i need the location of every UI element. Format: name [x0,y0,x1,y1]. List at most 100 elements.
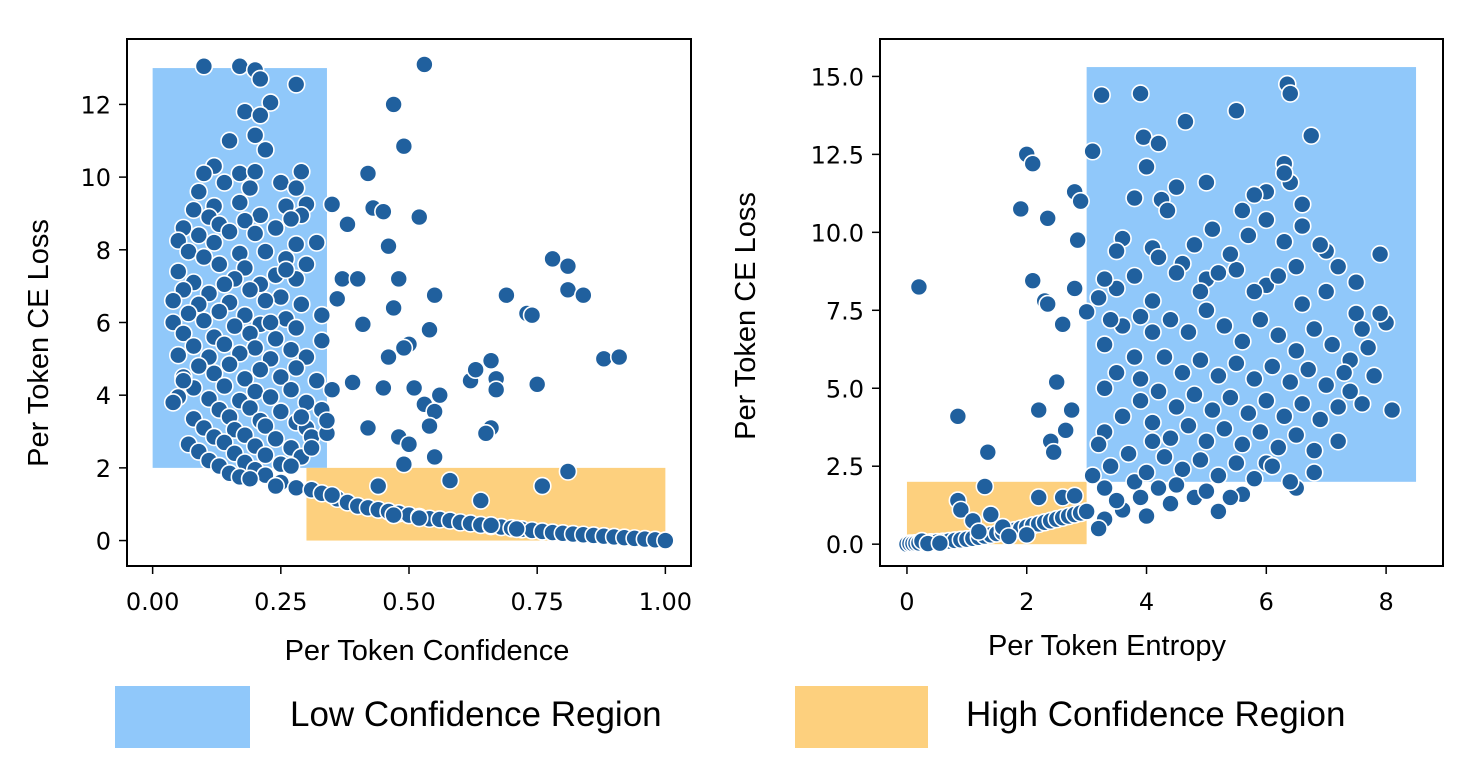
data-point [333,269,352,289]
x-tick-label: 0.50 [382,588,435,616]
data-point [1358,338,1378,358]
data-point [194,56,214,76]
data-point [1352,319,1372,339]
data-point [312,305,332,325]
data-point [292,162,311,181]
data-point [194,311,214,330]
data-point [507,519,526,539]
data-point [1233,435,1252,454]
data-point [1029,400,1049,420]
data-point [1304,441,1324,460]
data-point [1197,173,1216,192]
data-point [251,360,270,380]
data-point [975,477,995,496]
data-point [415,55,434,74]
data-point [1257,391,1276,411]
data-point [1346,272,1366,292]
data-point [204,364,224,383]
data-point [230,164,250,183]
data-point [322,195,342,214]
data-point [1203,219,1222,239]
data-point [184,200,203,220]
x-tick-label: 2 [1019,588,1034,616]
data-point [271,367,291,387]
data-point [1167,263,1186,283]
data-point [1068,230,1087,250]
data-point [394,136,414,156]
y-tick-label: 5.0 [826,375,864,403]
data-point [245,224,265,243]
data-point [1038,209,1058,228]
data-point [1167,177,1186,197]
data-point [1107,363,1126,382]
data-point [215,173,234,192]
data-point [1089,519,1108,538]
data-point [1274,232,1294,251]
data-point [215,334,234,354]
data-point [1095,269,1114,289]
legend-swatch-high-confidence [795,686,928,748]
data-point [1053,315,1072,334]
data-point [1203,400,1222,420]
y-tick-label: 10.0 [811,219,864,247]
data-point [466,360,485,380]
data-point [1316,375,1336,395]
data-point [1017,525,1037,545]
data-point [1215,316,1234,336]
data-point [394,338,414,358]
data-point [1131,307,1150,326]
data-point [184,336,203,356]
data-point [1245,369,1264,389]
data-point [1340,382,1360,401]
data-point [179,242,198,261]
data-point [497,285,516,305]
data-point [558,462,578,481]
data-point [353,315,373,334]
data-point [240,469,260,489]
data-point [1167,475,1186,495]
data-point [1137,157,1156,177]
data-point [1280,84,1300,103]
data-point [251,69,270,89]
data-point [389,269,409,289]
data-point [1185,385,1204,404]
data-point [1119,444,1138,464]
y-tick-label: 8 [96,237,111,265]
y-tick-label: 2.5 [826,453,864,481]
y-tick-label: 6 [96,309,111,337]
y-axis-label: Per Token CE Loss [730,192,762,440]
data-point [1227,260,1246,280]
data-point [292,407,311,427]
data-point [1292,216,1312,236]
data-point [271,402,291,421]
y-tick-label: 15.0 [811,63,864,91]
data-point [440,471,460,490]
data-point [245,338,265,358]
data-point [1062,400,1081,420]
data-point [1263,456,1282,476]
data-point [297,255,316,274]
data-point [358,164,378,183]
data-point [163,393,183,412]
data-point [656,531,675,550]
data-point [1370,304,1390,323]
data-point [261,387,280,407]
data-point [1197,431,1216,451]
data-point [1364,366,1384,386]
data-point [209,255,229,274]
data-point [230,56,250,76]
data-point [1137,463,1156,482]
data-point [266,218,285,238]
data-point [1056,421,1075,440]
data-point [379,236,398,256]
data-point [1370,244,1390,264]
data-point [256,140,275,160]
data-point [1023,154,1043,174]
data-point [343,373,362,392]
scatter-chart-entropy: 0 2 4 6 8 0.0 2.5 5.0 7.5 10.0 12.5 15.0 Per Token… [730,38,1444,662]
data-point [240,398,260,418]
data-point [256,291,275,310]
data-point [1334,363,1354,382]
data-point [1322,335,1342,354]
data-point [358,418,378,438]
